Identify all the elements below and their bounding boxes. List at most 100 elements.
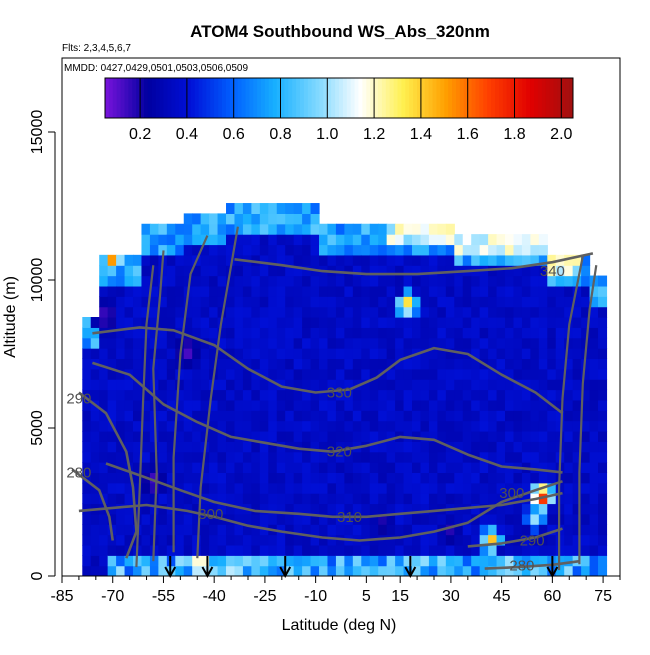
colorbar-swatch [257, 78, 262, 118]
heatmap-cell [598, 555, 608, 567]
heatmap-cell [302, 472, 312, 484]
heatmap-cell [581, 327, 591, 339]
heatmap-cell [192, 389, 202, 401]
heatmap-cell [378, 223, 388, 235]
heatmap-cell [268, 544, 278, 556]
heatmap-cell [361, 389, 371, 401]
heatmap-cell [547, 389, 557, 401]
heatmap-cell [116, 275, 126, 287]
heatmap-cell [226, 451, 236, 463]
heatmap-cell [403, 265, 413, 277]
heatmap-cell [386, 493, 396, 505]
heatmap-cell [547, 358, 557, 370]
heatmap-cell [352, 482, 362, 494]
heatmap-cell [259, 565, 269, 576]
heatmap-cell [437, 348, 447, 360]
heatmap-cell [547, 493, 557, 505]
flights-label: Flts: 2,3,4,5,6,7 [62, 43, 131, 54]
heatmap-cell [386, 358, 396, 370]
heatmap-cell [192, 368, 202, 380]
heatmap-cell [547, 544, 557, 556]
contour-line-300 [78, 480, 563, 542]
heatmap-cell [454, 337, 464, 349]
heatmap-cell [513, 327, 523, 339]
heatmap-cell [581, 472, 591, 484]
heatmap-cell [496, 565, 506, 576]
heatmap-cell [310, 410, 320, 422]
heatmap-cell [175, 389, 185, 401]
heatmap-cell [344, 265, 354, 277]
heatmap-cell [581, 285, 591, 297]
heatmap-cell [589, 430, 599, 442]
heatmap-cell [285, 420, 295, 432]
heatmap-cell [268, 513, 278, 525]
heatmap-cell [90, 524, 100, 536]
heatmap-cell [505, 565, 515, 576]
heatmap-cell [462, 327, 472, 339]
heatmap-cell [505, 389, 515, 401]
heatmap-cell [479, 472, 489, 484]
heatmap-cell [107, 462, 117, 473]
heatmap-cell [538, 524, 548, 536]
heatmap-cell [369, 348, 379, 360]
heatmap-cell [395, 524, 405, 536]
heatmap-cell [420, 296, 430, 308]
heatmap-cell [378, 555, 388, 567]
heatmap-cell [99, 462, 109, 473]
heatmap-cell [276, 379, 286, 391]
heatmap-cell [302, 337, 312, 349]
heatmap-cell [251, 555, 261, 567]
heatmap-cell [445, 379, 455, 391]
heatmap-cell [488, 472, 498, 484]
heatmap-cell [276, 410, 286, 422]
heatmap-cell [335, 441, 345, 453]
heatmap-cell [251, 244, 261, 256]
heatmap-cell [158, 555, 168, 567]
x-tick-label: -85 [50, 588, 73, 605]
heatmap-cell [175, 430, 185, 442]
colorbar-swatch [179, 78, 184, 118]
heatmap-cell [555, 565, 565, 576]
heatmap-cell [302, 399, 312, 411]
heatmap-cell [471, 462, 481, 473]
heatmap-cell [530, 462, 540, 473]
heatmap-cell [99, 254, 109, 266]
heatmap-cell [293, 462, 303, 473]
heatmap-cell [116, 254, 126, 266]
colorbar-swatch [288, 78, 293, 118]
heatmap-cell [293, 441, 303, 453]
heatmap-cell [251, 420, 261, 432]
heatmap-cell [242, 462, 252, 473]
heatmap-cell [386, 482, 396, 494]
colorbar-swatch [378, 78, 383, 118]
heatmap-cell [90, 389, 100, 401]
heatmap-cell [293, 420, 303, 432]
heatmap-cell [420, 358, 430, 370]
heatmap-cell [555, 358, 565, 370]
heatmap-cell [598, 410, 608, 422]
heatmap-cell [335, 451, 345, 463]
heatmap-cell [226, 234, 236, 246]
heatmap-cell [378, 410, 388, 422]
heatmap-cell [335, 254, 345, 266]
colorbar-swatch [249, 78, 254, 118]
heatmap-cell [99, 379, 109, 391]
heatmap-cell [538, 451, 548, 463]
colorbar-swatch [444, 78, 449, 118]
heatmap-cell [378, 306, 388, 318]
heatmap-cell [462, 555, 472, 567]
heatmap-cell [234, 534, 244, 546]
heatmap-cell [141, 565, 151, 576]
heatmap-cell [149, 296, 159, 308]
heatmap-cell [293, 254, 303, 266]
heatmap-cell [293, 296, 303, 308]
heatmap-cell [285, 285, 295, 297]
heatmap-cell [234, 317, 244, 328]
heatmap-cell [175, 244, 185, 256]
heatmap-cell [386, 337, 396, 349]
heatmap-cell [90, 513, 100, 525]
heatmap-cell [361, 275, 371, 287]
heatmap-cell [598, 327, 608, 339]
heatmap-cell [521, 337, 531, 349]
heatmap-cell [513, 296, 523, 308]
